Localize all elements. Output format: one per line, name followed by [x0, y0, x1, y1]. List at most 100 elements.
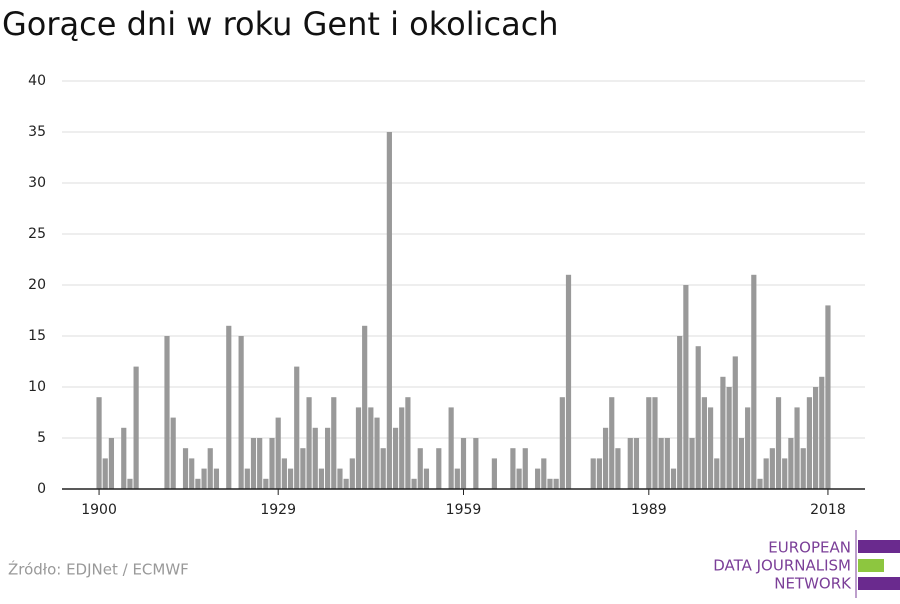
- bar: [207, 448, 213, 489]
- bar: [788, 438, 794, 489]
- bar: [825, 305, 831, 489]
- bar: [763, 458, 769, 489]
- bar: [454, 468, 460, 489]
- logo: EUROPEAN DATA JOURNALISM NETWORK: [713, 530, 900, 598]
- bar: [195, 478, 201, 489]
- bar: [300, 448, 306, 489]
- bar: [436, 448, 442, 489]
- bar: [380, 448, 386, 489]
- x-tick-label: 2018: [810, 502, 846, 518]
- bar: [769, 448, 775, 489]
- y-tick-label: 15: [28, 328, 46, 344]
- bar: [615, 448, 621, 489]
- y-tick-label: 40: [28, 73, 46, 89]
- bar: [102, 458, 108, 489]
- bar: [96, 397, 102, 489]
- bar: [590, 458, 596, 489]
- bar: [516, 468, 522, 489]
- bar: [331, 397, 337, 489]
- bar: [201, 468, 207, 489]
- bar: [652, 397, 658, 489]
- bar: [695, 346, 701, 489]
- bar: [565, 274, 572, 489]
- bar: [189, 458, 195, 489]
- bar: [269, 438, 275, 489]
- bar: [491, 458, 497, 489]
- bar: [263, 478, 269, 489]
- bar: [664, 438, 670, 489]
- bar: [312, 427, 318, 489]
- bar: [133, 366, 139, 489]
- y-tick-label: 20: [28, 277, 46, 293]
- bar: [244, 468, 250, 489]
- bar: [658, 438, 664, 489]
- x-tick-label: 1929: [260, 502, 296, 518]
- bar: [602, 427, 609, 489]
- bar: [510, 448, 516, 489]
- bar: [596, 458, 602, 489]
- bar: [349, 458, 355, 489]
- bar: [609, 397, 615, 489]
- bar: [417, 448, 423, 489]
- bar: [337, 468, 343, 489]
- bar: [627, 438, 633, 489]
- bar: [547, 478, 553, 489]
- bar: [362, 325, 368, 489]
- bar: [275, 417, 281, 489]
- bar: [121, 427, 127, 489]
- y-tick-label: 25: [28, 226, 46, 242]
- bar: [806, 397, 813, 489]
- bar: [670, 468, 677, 489]
- bar: [559, 397, 565, 489]
- bar: [448, 407, 454, 489]
- bar: [386, 132, 392, 489]
- bar: [306, 397, 312, 489]
- x-tick-label: 1900: [81, 502, 117, 518]
- bar: [541, 458, 547, 489]
- bar: [325, 427, 331, 489]
- y-tick-label: 35: [28, 124, 46, 140]
- bar: [677, 336, 683, 489]
- bar: [411, 478, 417, 489]
- y-tick-label: 30: [28, 175, 46, 191]
- bar: [460, 438, 467, 489]
- bar: [170, 417, 176, 489]
- bar: [522, 448, 528, 489]
- bar: [250, 438, 257, 489]
- bar: [819, 376, 825, 489]
- bar: [707, 407, 714, 489]
- bar: [257, 438, 263, 489]
- bar: [757, 478, 763, 489]
- bar: [343, 478, 349, 489]
- y-tick-label: 0: [37, 481, 46, 497]
- bar: [423, 468, 430, 489]
- bar: [812, 387, 819, 489]
- bar: [633, 438, 640, 489]
- source: Źródło: EDJNet / ECMWF: [8, 560, 189, 579]
- bar: [794, 407, 800, 489]
- bar: [281, 458, 287, 489]
- y-tick-label: 10: [28, 379, 46, 395]
- bar: [318, 468, 325, 489]
- bar: [751, 274, 757, 489]
- bar: [689, 438, 695, 489]
- bar: [738, 438, 745, 489]
- bar: [164, 336, 170, 489]
- bar: [701, 397, 707, 489]
- y-tick-label: 5: [37, 430, 46, 446]
- bar: [720, 376, 726, 489]
- bar: [287, 468, 294, 489]
- bar: [213, 468, 220, 489]
- logo-text: DATA JOURNALISM: [713, 557, 851, 575]
- bar: [745, 407, 751, 489]
- bar: [182, 448, 189, 489]
- bar: [392, 427, 399, 489]
- bar: [800, 448, 806, 489]
- logo-bar: [858, 540, 900, 553]
- logo-text: NETWORK: [774, 575, 852, 593]
- logo-bar: [858, 559, 884, 572]
- bar: [782, 458, 788, 489]
- bar: [226, 325, 232, 489]
- bar: [535, 468, 541, 489]
- bar: [553, 478, 559, 489]
